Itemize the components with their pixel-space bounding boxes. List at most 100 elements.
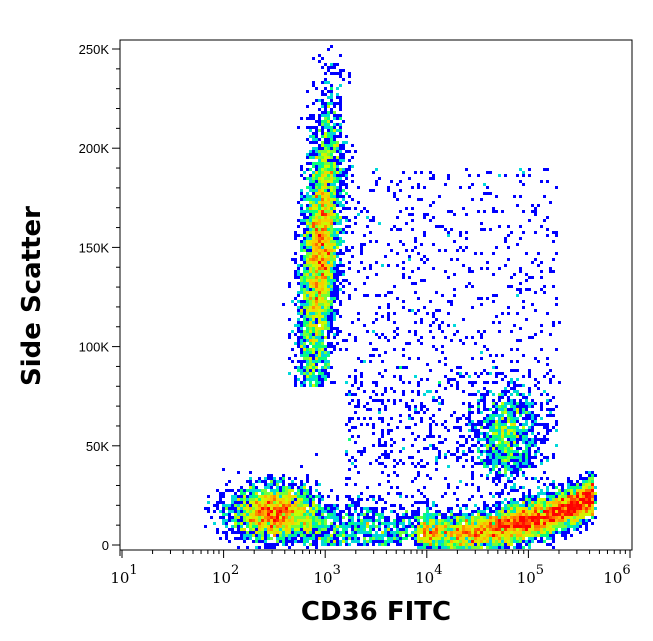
density-bin bbox=[294, 492, 297, 495]
density-bin bbox=[345, 192, 348, 195]
density-bin bbox=[306, 510, 309, 513]
density-bin bbox=[513, 519, 516, 522]
density-bin bbox=[243, 531, 246, 534]
density-bin bbox=[471, 420, 474, 423]
density-bin bbox=[318, 531, 321, 534]
density-bin bbox=[309, 375, 312, 378]
density-bin bbox=[264, 486, 267, 489]
density-bin bbox=[579, 525, 582, 528]
density-bin bbox=[279, 513, 282, 516]
density-bin bbox=[303, 273, 306, 276]
density-bin bbox=[522, 411, 525, 414]
density-bin bbox=[306, 249, 309, 252]
density-bin bbox=[309, 300, 312, 303]
density-bin bbox=[441, 519, 444, 522]
density-bin bbox=[369, 531, 372, 534]
density-bin bbox=[528, 405, 531, 408]
density-bin bbox=[303, 261, 306, 264]
density-bin bbox=[234, 504, 237, 507]
density-bin bbox=[315, 237, 318, 240]
density-bin bbox=[468, 513, 471, 516]
density-bin bbox=[273, 525, 276, 528]
density-bin bbox=[393, 510, 396, 513]
density-bin bbox=[333, 138, 336, 141]
density-bin bbox=[237, 528, 240, 531]
density-bin bbox=[531, 516, 534, 519]
density-bin bbox=[528, 168, 531, 171]
density-bin bbox=[321, 525, 324, 528]
density-bin bbox=[546, 426, 549, 429]
density-bin bbox=[300, 255, 303, 258]
density-bin bbox=[330, 189, 333, 192]
density-bin bbox=[552, 240, 555, 243]
density-bin bbox=[300, 165, 303, 168]
density-bin bbox=[576, 492, 579, 495]
density-bin bbox=[330, 234, 333, 237]
density-bin bbox=[312, 501, 315, 504]
density-bin bbox=[297, 309, 300, 312]
density-bin bbox=[312, 177, 315, 180]
density-bin bbox=[513, 405, 516, 408]
density-bin bbox=[420, 465, 423, 468]
density-bin bbox=[498, 534, 501, 537]
density-bin bbox=[318, 300, 321, 303]
density-bin bbox=[486, 393, 489, 396]
density-bin bbox=[333, 135, 336, 138]
density-bin bbox=[339, 168, 342, 171]
density-bin bbox=[276, 501, 279, 504]
density-bin bbox=[228, 528, 231, 531]
density-bin bbox=[531, 531, 534, 534]
density-bin bbox=[261, 480, 264, 483]
density-bin bbox=[225, 537, 228, 540]
density-bin bbox=[303, 342, 306, 345]
density-bin bbox=[504, 459, 507, 462]
density-bin bbox=[354, 501, 357, 504]
density-bin bbox=[240, 501, 243, 504]
density-bin bbox=[252, 492, 255, 495]
density-bin bbox=[468, 516, 471, 519]
density-bin bbox=[468, 174, 471, 177]
density-bin bbox=[432, 543, 435, 546]
density-bin bbox=[519, 168, 522, 171]
density-bin bbox=[567, 504, 570, 507]
density-bin bbox=[339, 147, 342, 150]
density-bin bbox=[519, 237, 522, 240]
density-bin bbox=[507, 225, 510, 228]
density-bin bbox=[303, 219, 306, 222]
density-bin bbox=[510, 387, 513, 390]
density-bin bbox=[525, 414, 528, 417]
density-bin bbox=[267, 513, 270, 516]
density-bin bbox=[516, 384, 519, 387]
density-bin bbox=[318, 348, 321, 351]
density-bin bbox=[303, 534, 306, 537]
density-bin bbox=[396, 366, 399, 369]
density-bin bbox=[360, 375, 363, 378]
density-bin bbox=[321, 228, 324, 231]
density-bin bbox=[486, 414, 489, 417]
density-bin bbox=[306, 318, 309, 321]
density-bin bbox=[354, 540, 357, 543]
density-bin bbox=[357, 312, 360, 315]
density-bin bbox=[318, 264, 321, 267]
density-bin bbox=[345, 150, 348, 153]
density-bin bbox=[297, 507, 300, 510]
density-bin bbox=[465, 213, 468, 216]
density-bin bbox=[498, 420, 501, 423]
density-bin bbox=[324, 120, 327, 123]
density-bin bbox=[417, 297, 420, 300]
density-bin bbox=[330, 144, 333, 147]
density-bin bbox=[315, 312, 318, 315]
density-bin bbox=[540, 459, 543, 462]
density-bin bbox=[327, 504, 330, 507]
density-bin bbox=[474, 429, 477, 432]
density-bin bbox=[339, 288, 342, 291]
density-bin bbox=[303, 498, 306, 501]
density-bin bbox=[303, 231, 306, 234]
density-bin bbox=[498, 522, 501, 525]
density-bin bbox=[306, 279, 309, 282]
density-bin bbox=[432, 528, 435, 531]
density-bin bbox=[513, 513, 516, 516]
density-bin bbox=[549, 510, 552, 513]
density-bin bbox=[429, 546, 432, 549]
density-bin bbox=[435, 348, 438, 351]
